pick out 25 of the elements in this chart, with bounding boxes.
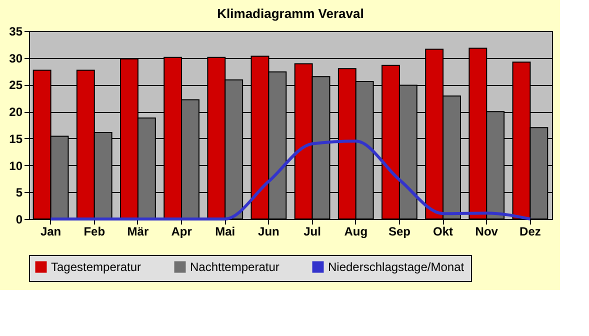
legend-label: Niederschlagstage/Monat xyxy=(328,260,465,274)
x-tick-label: Sep xyxy=(388,224,410,238)
legend-label: Tagestemperatur xyxy=(51,260,142,274)
y-tick-label: 25 xyxy=(9,78,23,92)
y-tick-label: 35 xyxy=(9,24,23,38)
chart-title: Klimadiagramm Veraval xyxy=(217,6,364,21)
x-tick-label: Mär xyxy=(127,224,149,238)
y-tick-label: 0 xyxy=(16,212,23,226)
x-tick-label: Jul xyxy=(304,224,321,238)
line-series xyxy=(49,140,532,220)
x-tick-label: Aug xyxy=(344,224,368,238)
y-tick-label: 15 xyxy=(9,132,23,146)
x-tick-label: Feb xyxy=(84,224,106,238)
y-tick-label: 30 xyxy=(9,51,23,66)
y-tick-label: 20 xyxy=(9,105,23,120)
x-tick-label: Okt xyxy=(433,224,454,238)
x-tick-label: Apr xyxy=(171,224,192,238)
x-tick-label: Dez xyxy=(520,224,541,238)
y-tick-label: 10 xyxy=(9,158,23,173)
x-tick-label: Nov xyxy=(475,224,498,238)
x-tick-label: Mai xyxy=(215,224,236,238)
y-tick-label: 5 xyxy=(16,186,23,200)
legend-label: Nachttemperatur xyxy=(190,260,280,274)
x-tick-label: Jun xyxy=(258,224,280,238)
x-tick-label: Jan xyxy=(40,224,62,238)
